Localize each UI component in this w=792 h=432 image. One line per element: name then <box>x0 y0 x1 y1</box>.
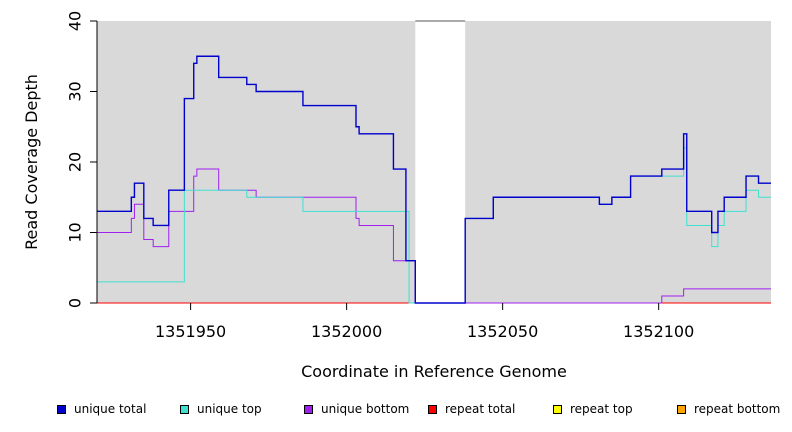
legend-item: repeat top <box>553 400 633 418</box>
plot-panel-right <box>465 21 771 303</box>
legend-item: unique top <box>180 400 262 418</box>
plot-panel-left <box>97 21 416 303</box>
plot-background <box>97 20 771 303</box>
legend-swatch <box>304 404 313 414</box>
legend-swatch <box>677 404 686 414</box>
legend-swatch <box>553 404 562 414</box>
legend-item: unique bottom <box>304 400 409 418</box>
legend: unique total unique top unique bottom repea… <box>0 400 792 420</box>
y-axis-title: Read Coverage Depth <box>22 74 41 250</box>
y-tick-label: 20 <box>66 152 85 172</box>
coverage-chart: 0 10 20 30 40 1351950 1352000 1352050 1352100 Co… <box>22 11 771 381</box>
legend-label: repeat bottom <box>694 402 781 416</box>
legend-label: unique bottom <box>321 402 410 416</box>
legend-swatch <box>180 404 189 414</box>
x-tick-label: 1351950 <box>155 322 226 341</box>
legend-item: unique total <box>57 400 146 418</box>
legend-item: repeat total <box>428 400 515 418</box>
legend-label: unique total <box>74 402 147 416</box>
legend-label: repeat total <box>445 402 516 416</box>
y-tick-label: 0 <box>66 298 85 308</box>
legend-label: unique top <box>197 402 262 416</box>
x-axis-title: Coordinate in Reference Genome <box>301 362 567 381</box>
x-tick-label: 1352100 <box>623 322 694 341</box>
y-tick-label: 30 <box>66 81 85 101</box>
legend-swatch <box>57 404 66 414</box>
legend-item: repeat bottom <box>677 400 780 418</box>
axes-layer: 0 10 20 30 40 1351950 1352000 1352050 1352100 <box>66 11 695 341</box>
x-tick-label: 1352000 <box>311 322 382 341</box>
legend-label: repeat top <box>570 402 633 416</box>
series-line-unique-total <box>97 55 771 304</box>
y-tick-label: 40 <box>66 11 85 31</box>
legend-swatch <box>428 404 437 414</box>
x-tick-label: 1352050 <box>467 322 538 341</box>
y-tick-label: 10 <box>66 222 85 242</box>
series-layer <box>97 55 771 304</box>
